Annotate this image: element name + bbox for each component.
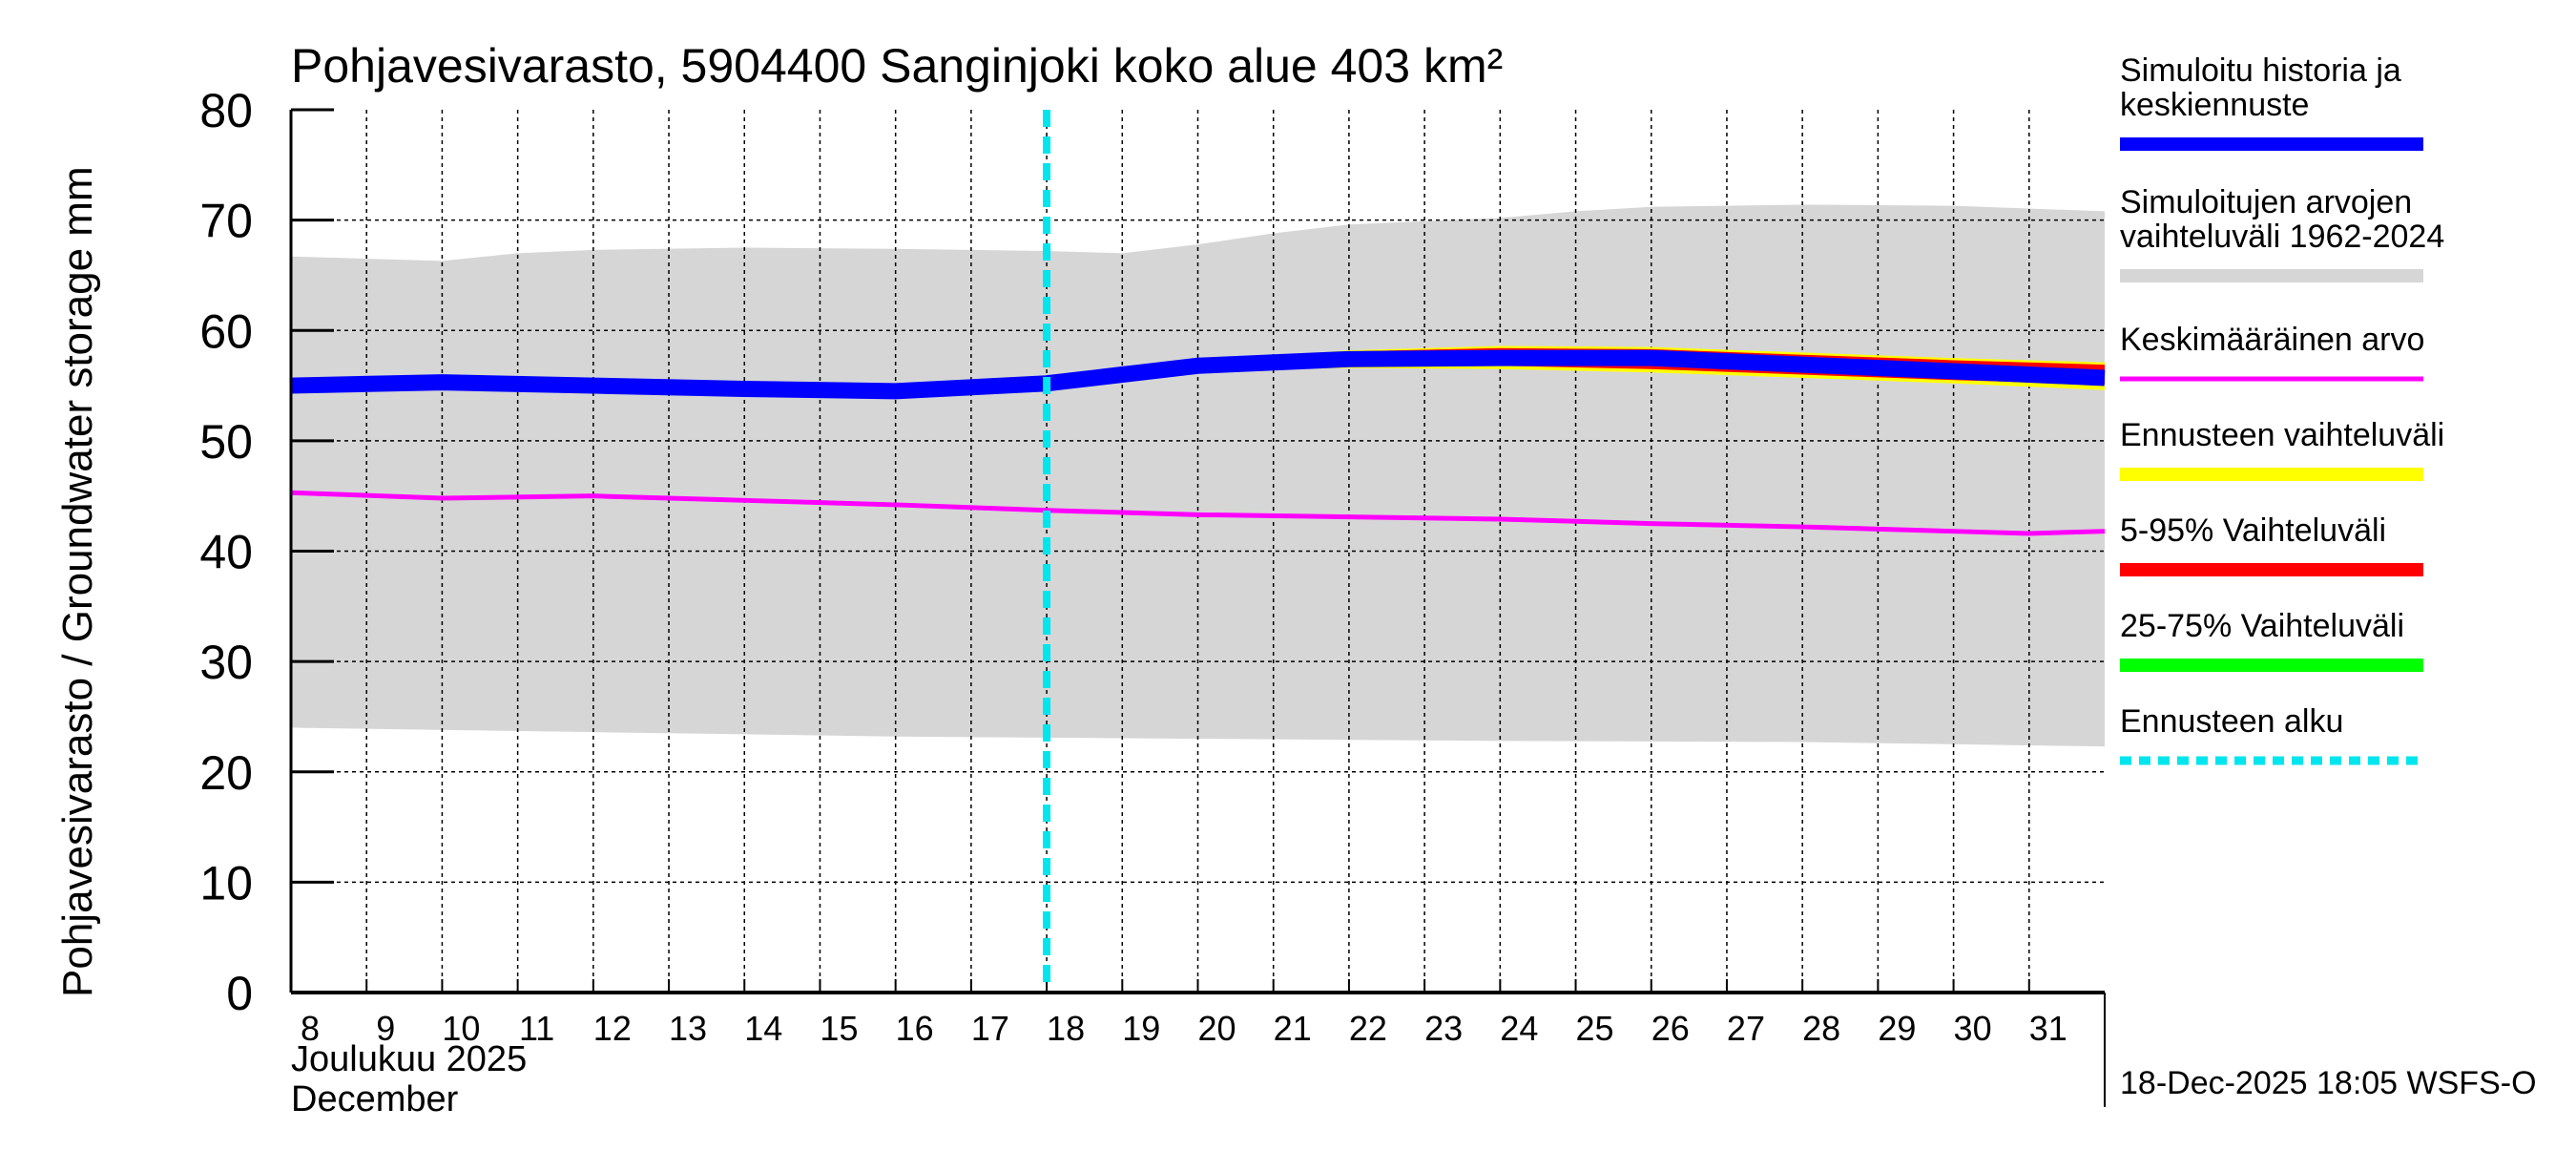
- x-tick-label: 22: [1349, 1009, 1387, 1048]
- legend-label: Ennusteen vaihteluväli: [2120, 417, 2444, 453]
- x-tick-label: 12: [593, 1009, 632, 1048]
- x-tick-label: 15: [820, 1009, 858, 1048]
- x-tick-label: 31: [2029, 1009, 2067, 1048]
- legend-label: keskiennuste: [2120, 87, 2309, 123]
- x-tick-label: 17: [971, 1009, 1009, 1048]
- legend-label: 5-95% Vaihteluväli: [2120, 512, 2386, 549]
- y-tick-label: 80: [199, 84, 253, 137]
- legend-label: 25-75% Vaihteluväli: [2120, 608, 2404, 644]
- legend-label: Simuloitujen arvojen: [2120, 184, 2412, 220]
- x-axis-label-fi: Joulukuu 2025: [291, 1039, 527, 1079]
- x-tick-label: 16: [896, 1009, 934, 1048]
- x-tick-label: 11: [519, 1009, 554, 1048]
- x-axis-label-en: December: [291, 1079, 459, 1119]
- x-tick-label: 8: [301, 1009, 320, 1048]
- y-tick-label: 60: [199, 304, 253, 358]
- x-tick-label: 26: [1652, 1009, 1690, 1048]
- x-tick-label: 29: [1878, 1009, 1916, 1048]
- x-tick-label: 28: [1802, 1009, 1840, 1048]
- sim-line: [290, 349, 2106, 400]
- x-tick-label: 19: [1122, 1009, 1160, 1048]
- x-tick-label: 14: [744, 1009, 782, 1048]
- x-tick-label: 27: [1727, 1009, 1765, 1048]
- x-tick-label: 9: [376, 1009, 395, 1048]
- x-tick-label: 20: [1197, 1009, 1236, 1048]
- y-tick-label: 40: [199, 526, 253, 579]
- x-tick-label: 18: [1047, 1009, 1085, 1048]
- y-tick-label: 0: [226, 967, 253, 1020]
- x-tick-label: 24: [1500, 1009, 1538, 1048]
- x-tick-label: 23: [1424, 1009, 1463, 1048]
- x-tick-label: 13: [669, 1009, 707, 1048]
- legend-label: Ennusteen alku: [2120, 703, 2343, 740]
- y-tick-label: 70: [199, 195, 253, 248]
- y-tick-label: 10: [199, 856, 253, 910]
- chart-title: Pohjavesivarasto, 5904400 Sanginjoki kok…: [291, 39, 1503, 93]
- footer-timestamp: 18-Dec-2025 18:05 WSFS-O: [2120, 1065, 2537, 1101]
- y-tick-label: 50: [199, 415, 253, 469]
- y-tick-label: 20: [199, 746, 253, 800]
- legend-label: vaihteluväli 1962-2024: [2120, 219, 2444, 255]
- mean-line: [290, 490, 2106, 536]
- x-tick-label: 30: [1954, 1009, 1992, 1048]
- y-axis-label: Pohjavesivarasto / Groundwater storage m…: [54, 166, 101, 997]
- legend-label: Keskimääräinen arvo: [2120, 322, 2424, 358]
- x-tick-label: 25: [1576, 1009, 1614, 1048]
- x-tick-label: 10: [442, 1009, 480, 1048]
- legend-label: Simuloitu historia ja: [2120, 52, 2401, 89]
- x-tick-label: 21: [1274, 1009, 1312, 1048]
- y-tick-label: 30: [199, 636, 253, 689]
